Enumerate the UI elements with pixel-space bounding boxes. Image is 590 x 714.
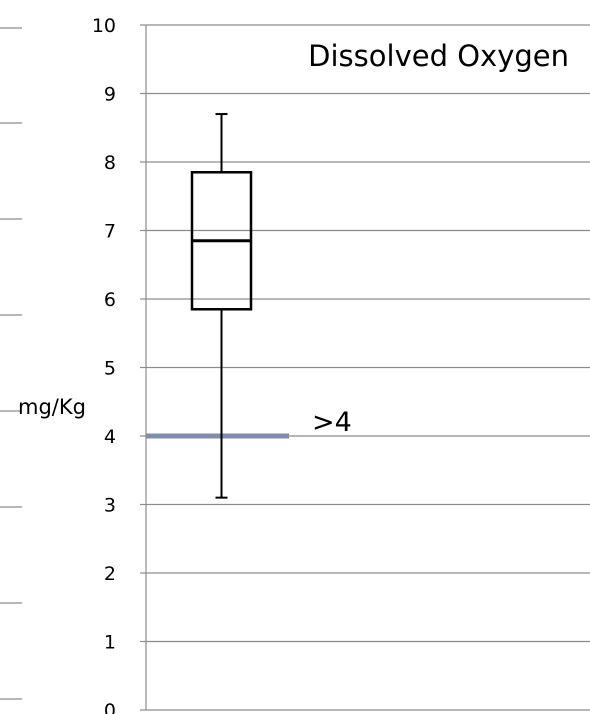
y-tick-label: 8 [104,152,116,174]
y-tick-label: 10 [92,15,116,37]
y-tick-label: 7 [104,221,116,243]
boxplot-series [190,113,253,499]
threshold-label: >4 [312,407,352,438]
y-tick-label: 6 [104,289,116,311]
chart-title: Dissolved Oxygen [308,39,569,73]
y-axis-tick-labels: 0 1 2 3 4 5 6 7 8 9 10 [92,15,116,714]
y-tick-label: 0 [104,700,116,714]
y-axis-label: mg/Kg [18,395,86,419]
y-axis-ticks [140,24,146,711]
y-tick-label: 3 [104,495,116,517]
y-tick-label: 5 [104,358,116,380]
y-tick-label: 1 [104,632,116,654]
gridlines [146,24,590,711]
y-tick-label: 2 [104,563,116,585]
left-edge-ticks [0,27,22,700]
y-tick-label: 9 [104,84,116,106]
y-tick-label: 4 [104,426,116,448]
